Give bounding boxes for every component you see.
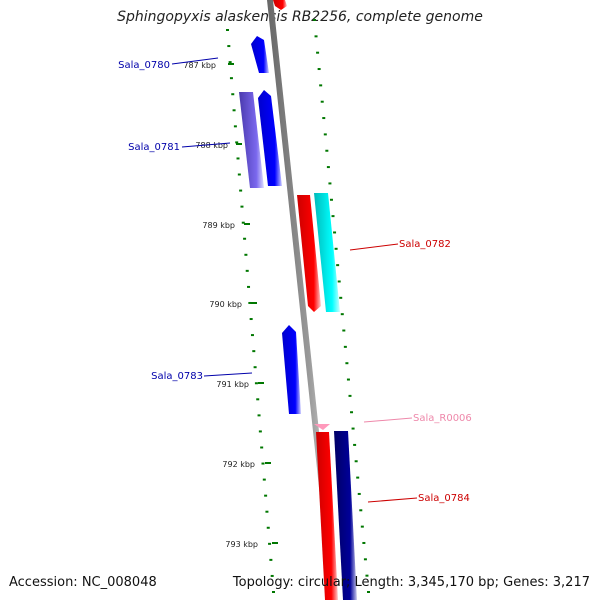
tick-label: 789 kbp	[202, 221, 235, 230]
gene-Sala_R0006	[314, 424, 330, 430]
gene-label-Sala_0784: Sala_0784	[418, 493, 470, 504]
gene-track-cyan	[314, 193, 340, 312]
tick-label: 788 kbp	[195, 141, 228, 150]
gene-label-Sala_0780: Sala_0780	[118, 60, 170, 71]
genome-title: Sphingopyxis alaskensis RB2256, complete…	[117, 9, 483, 25]
gene-partial-top	[273, 0, 287, 10]
gene-label-leaders	[171, 57, 418, 503]
accession-text: Accession: NC_008048	[9, 575, 157, 590]
leader-Sala_0784	[367, 497, 418, 503]
tick-label: 791 kbp	[216, 380, 249, 389]
tick-label: 792 kbp	[222, 460, 255, 469]
leader-Sala_0782	[349, 243, 399, 251]
gene-Sala_0781	[258, 90, 282, 186]
gene-Sala_0780	[251, 36, 269, 73]
gene-track-purple	[239, 92, 264, 188]
gene-label-Sala_0783: Sala_0783	[151, 371, 203, 382]
gene-labels: Sala_0780 Sala_0781 Sala_0782 Sala_0783 …	[118, 60, 472, 504]
gene-Sala_0783	[282, 325, 301, 414]
leader-Sala_0780	[171, 57, 219, 65]
gene-Sala_0784	[316, 432, 338, 600]
genome-summary-text: Topology: circular; Length: 3,345,170 bp…	[232, 575, 590, 590]
leader-Sala_0781	[181, 142, 231, 148]
tick-label: 793 kbp	[225, 540, 258, 549]
gene-label-Sala_R0006: Sala_R0006	[413, 413, 472, 424]
leader-Sala_0783	[203, 372, 253, 377]
tick-label: 787 kbp	[183, 61, 216, 70]
gene-label-Sala_0782: Sala_0782	[399, 239, 451, 250]
gene-track-navy	[334, 431, 357, 600]
tick-dot-rails	[226, 19, 370, 593]
tick-label: 790 kbp	[209, 300, 242, 309]
kbp-ticks: 787 kbp 788 kbp 789 kbp 790 kbp 791 kbp …	[183, 61, 278, 549]
leader-Sala_R0006	[363, 417, 413, 423]
gene-Sala_0782	[297, 195, 321, 312]
gene-label-Sala_0781: Sala_0781	[128, 142, 180, 153]
